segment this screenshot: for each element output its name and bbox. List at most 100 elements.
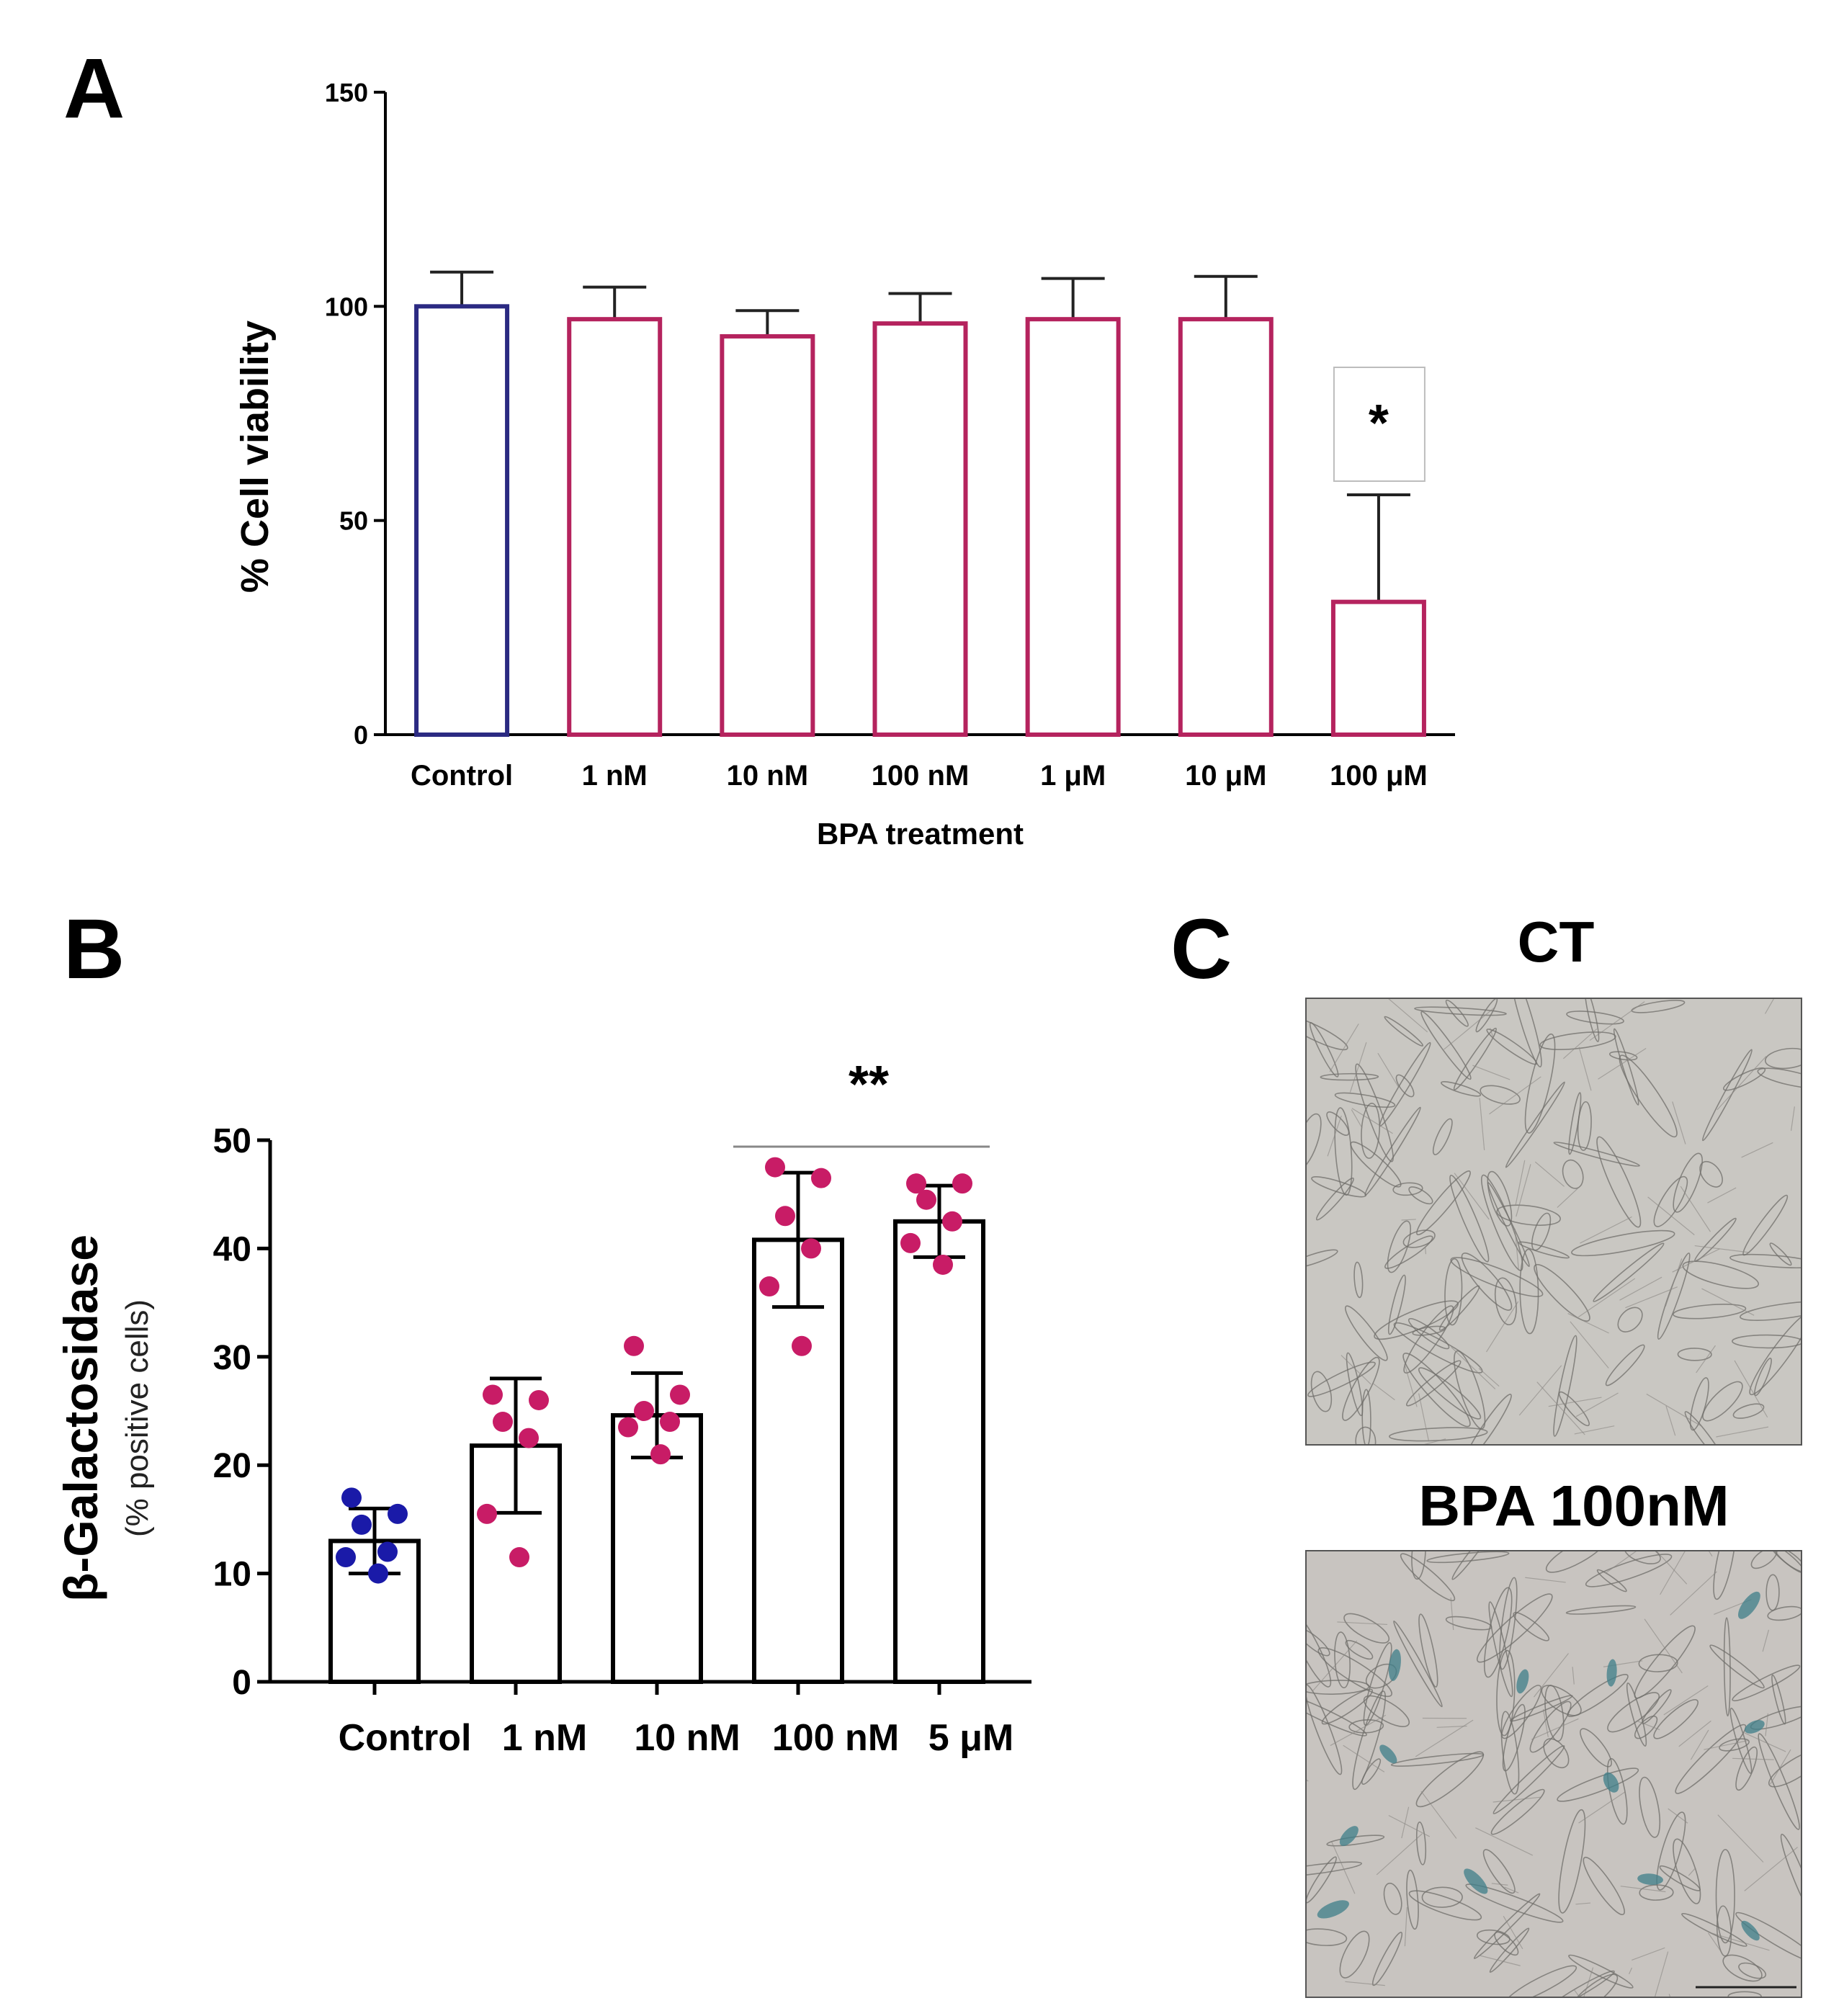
cell-outline bbox=[1421, 1886, 1463, 1908]
cell-process bbox=[1548, 1397, 1602, 1407]
cell-outline bbox=[1713, 1551, 1737, 1600]
cell-process bbox=[1660, 1551, 1686, 1595]
cell-outline bbox=[1749, 1312, 1801, 1396]
panel-letter-b: B bbox=[63, 902, 125, 997]
cell-outline bbox=[1482, 1849, 1516, 1894]
cell-outline bbox=[1562, 1159, 1584, 1189]
cell-outline bbox=[1494, 1277, 1517, 1326]
cell-process bbox=[1605, 1551, 1637, 1574]
cell-process bbox=[1307, 1779, 1309, 1782]
senescent-cell-stain bbox=[1606, 1659, 1617, 1687]
cell-process bbox=[1580, 1216, 1632, 1244]
cell-process bbox=[1489, 1076, 1541, 1115]
cell-outline bbox=[1596, 1136, 1642, 1228]
cell-process bbox=[1625, 1286, 1678, 1309]
cell-outline bbox=[1383, 1882, 1402, 1915]
x-tick-label: 1 μM bbox=[1040, 760, 1106, 792]
cell-process bbox=[1533, 1653, 1569, 1698]
cell-outline bbox=[1727, 1991, 1762, 1997]
cell-outline bbox=[1361, 1758, 1382, 1785]
cell-outline bbox=[1334, 1631, 1351, 1689]
bpa-micrograph-cells bbox=[1307, 1551, 1801, 1997]
cell-outline bbox=[1500, 1711, 1520, 1795]
cell-outline bbox=[1393, 1620, 1443, 1708]
data-point bbox=[759, 1276, 779, 1297]
cell-outline bbox=[1402, 1353, 1471, 1428]
data-point bbox=[493, 1412, 513, 1433]
cell-process bbox=[1503, 1916, 1523, 1950]
cell-outline bbox=[1656, 1811, 1686, 1891]
cell-process bbox=[1486, 1301, 1519, 1353]
cell-outline bbox=[1568, 1974, 1619, 1997]
cell-outline bbox=[1350, 1141, 1402, 1188]
cell-process bbox=[1672, 1248, 1720, 1273]
cell-process bbox=[1534, 1161, 1565, 1187]
cell-outline bbox=[1545, 1551, 1608, 1573]
cell-process bbox=[1620, 1886, 1666, 1893]
cell-outline bbox=[1596, 1569, 1627, 1592]
cell-outline bbox=[1415, 1821, 1427, 1865]
cell-process bbox=[1790, 1106, 1795, 1132]
cell-outline bbox=[1418, 1367, 1482, 1420]
cell-outline bbox=[1406, 1869, 1419, 1930]
cell-outline bbox=[1444, 1258, 1463, 1326]
cell-outline bbox=[1418, 1613, 1438, 1688]
cell-outline bbox=[1307, 1113, 1322, 1171]
data-point bbox=[916, 1189, 936, 1210]
cell-outline bbox=[1750, 1551, 1778, 1569]
cell-outline bbox=[1408, 1186, 1433, 1205]
cell-process bbox=[1490, 1028, 1494, 1039]
cell-process bbox=[1583, 1967, 1594, 1997]
cell-process bbox=[1672, 1101, 1686, 1144]
cell-outline bbox=[1464, 1394, 1512, 1444]
data-point bbox=[377, 1541, 398, 1562]
cell-process bbox=[1734, 1360, 1768, 1418]
cell-process bbox=[1688, 1868, 1696, 1876]
cell-outline bbox=[1585, 1554, 1673, 1587]
cell-outline bbox=[1557, 1768, 1639, 1802]
cell-outline bbox=[1438, 1285, 1480, 1331]
senescent-cell-stain bbox=[1737, 1591, 1760, 1619]
cell-outline bbox=[1505, 1965, 1577, 1997]
cell-outline bbox=[1420, 1011, 1472, 1080]
x-tick-label: 10 nM bbox=[727, 760, 808, 792]
cell-process bbox=[1331, 1841, 1356, 1894]
cell-outline bbox=[1732, 1403, 1765, 1419]
cell-process bbox=[1572, 1667, 1575, 1685]
cell-outline bbox=[1311, 1176, 1367, 1198]
cell-process bbox=[1454, 1173, 1490, 1220]
x-tick-label: 10 nM bbox=[634, 1717, 740, 1759]
cell-outline bbox=[1617, 1307, 1643, 1332]
cell-outline bbox=[1566, 1011, 1624, 1025]
cell-outline bbox=[1416, 1170, 1471, 1236]
senescent-cell-stain bbox=[1379, 1744, 1397, 1764]
data-point bbox=[618, 1417, 638, 1438]
cell-outline bbox=[1488, 1601, 1513, 1698]
cell-outline bbox=[1716, 1905, 1732, 1957]
cell-process bbox=[1404, 1907, 1407, 1947]
cell-outline bbox=[1738, 1962, 1767, 1979]
significance-star: * bbox=[1369, 395, 1389, 452]
cell-outline bbox=[1353, 1261, 1364, 1299]
cell-outline bbox=[1639, 1884, 1674, 1901]
cell-outline bbox=[1400, 1553, 1456, 1602]
cell-process bbox=[1531, 1718, 1579, 1740]
cell-outline bbox=[1343, 1613, 1390, 1644]
cell-process bbox=[1377, 1052, 1399, 1088]
cell-outline bbox=[1307, 1361, 1376, 1397]
significance-stars: ** bbox=[849, 1056, 889, 1114]
cell-process bbox=[1372, 1382, 1395, 1401]
y-tick-label: 50 bbox=[213, 1122, 251, 1160]
cell-process bbox=[1707, 1187, 1737, 1204]
cell-outline bbox=[1568, 1954, 1634, 1989]
cell-outline bbox=[1653, 1699, 1699, 1739]
cell-process bbox=[1478, 1368, 1500, 1387]
cell-process bbox=[1717, 1814, 1764, 1863]
cell-process bbox=[1647, 1196, 1695, 1235]
data-point bbox=[368, 1563, 388, 1584]
data-point bbox=[900, 1232, 921, 1253]
cell-outline bbox=[1639, 1776, 1661, 1838]
data-point bbox=[906, 1173, 926, 1194]
data-point bbox=[352, 1514, 372, 1535]
senescent-cell-stain bbox=[1741, 1920, 1760, 1941]
